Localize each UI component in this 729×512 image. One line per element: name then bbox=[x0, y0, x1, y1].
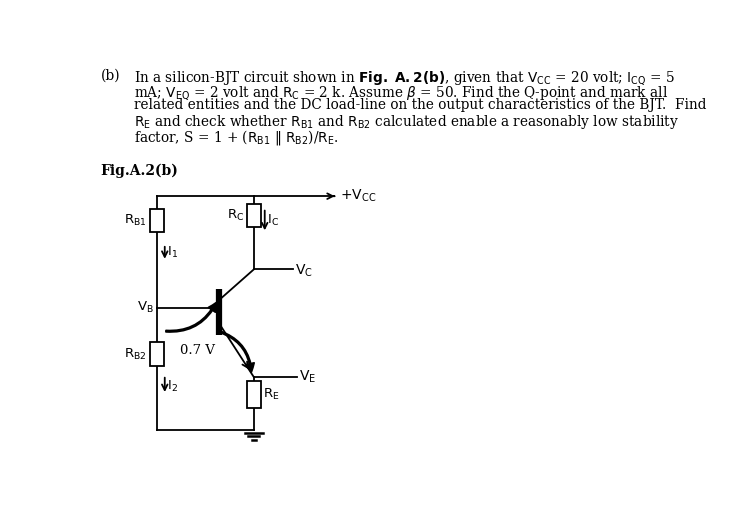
Text: $\mathrm{V_E}$: $\mathrm{V_E}$ bbox=[299, 369, 316, 386]
Text: Fig.A.2(b): Fig.A.2(b) bbox=[101, 164, 179, 178]
Text: $\mathrm{R_E}$: $\mathrm{R_E}$ bbox=[263, 387, 280, 402]
Bar bbox=[247, 381, 261, 408]
Text: $\mathrm{R_{B1}}$: $\mathrm{R_{B1}}$ bbox=[124, 214, 147, 228]
Text: $\mathrm{V_C}$: $\mathrm{V_C}$ bbox=[295, 263, 313, 279]
Text: related entities and the DC load-line on the output characteristics of the BJT. : related entities and the DC load-line on… bbox=[133, 98, 706, 113]
Text: mA; $\mathrm{V_{EQ}}$ = 2 volt and $\mathrm{R_C}$ = 2 k. Assume $\beta$ = 50. Fi: mA; $\mathrm{V_{EQ}}$ = 2 volt and $\mat… bbox=[133, 84, 668, 102]
Text: factor, S = 1 + ($\mathrm{R_{B1}}$ $\Vert$ $\mathrm{R_{B2}}$)/$\mathrm{R_E}$.: factor, S = 1 + ($\mathrm{R_{B1}}$ $\Ver… bbox=[133, 127, 338, 146]
Text: $+\mathrm{V_{CC}}$: $+\mathrm{V_{CC}}$ bbox=[340, 188, 376, 204]
FancyArrowPatch shape bbox=[166, 303, 217, 332]
Text: $\mathrm{R_{B2}}$: $\mathrm{R_{B2}}$ bbox=[125, 347, 147, 361]
Text: In a silicon-BJT circuit shown in $\mathbf{Fig.\ A.2(b)}$, given that $\mathrm{V: In a silicon-BJT circuit shown in $\math… bbox=[133, 69, 675, 87]
Bar bbox=[150, 209, 164, 232]
Text: $\mathrm{R_C}$: $\mathrm{R_C}$ bbox=[227, 208, 243, 223]
Bar bbox=[150, 343, 164, 366]
Text: $\mathrm{I_C}$: $\mathrm{I_C}$ bbox=[267, 213, 279, 228]
Bar bbox=[247, 204, 261, 227]
Text: $\mathrm{I_1}$: $\mathrm{I_1}$ bbox=[167, 245, 178, 260]
Text: $\mathrm{R_E}$ and check whether $\mathrm{R_{B1}}$ and $\mathrm{R_{B2}}$ calcula: $\mathrm{R_E}$ and check whether $\mathr… bbox=[133, 113, 679, 131]
Text: $\mathrm{I_2}$: $\mathrm{I_2}$ bbox=[167, 379, 178, 394]
Text: 0.7 V: 0.7 V bbox=[180, 344, 215, 357]
Text: $\mathrm{V_B}$: $\mathrm{V_B}$ bbox=[137, 301, 154, 315]
Text: (b): (b) bbox=[101, 69, 120, 83]
FancyArrowPatch shape bbox=[220, 331, 254, 372]
